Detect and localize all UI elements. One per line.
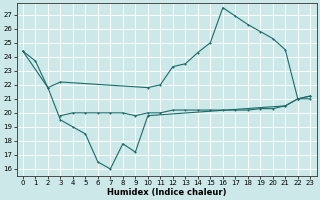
X-axis label: Humidex (Indice chaleur): Humidex (Indice chaleur): [107, 188, 226, 197]
